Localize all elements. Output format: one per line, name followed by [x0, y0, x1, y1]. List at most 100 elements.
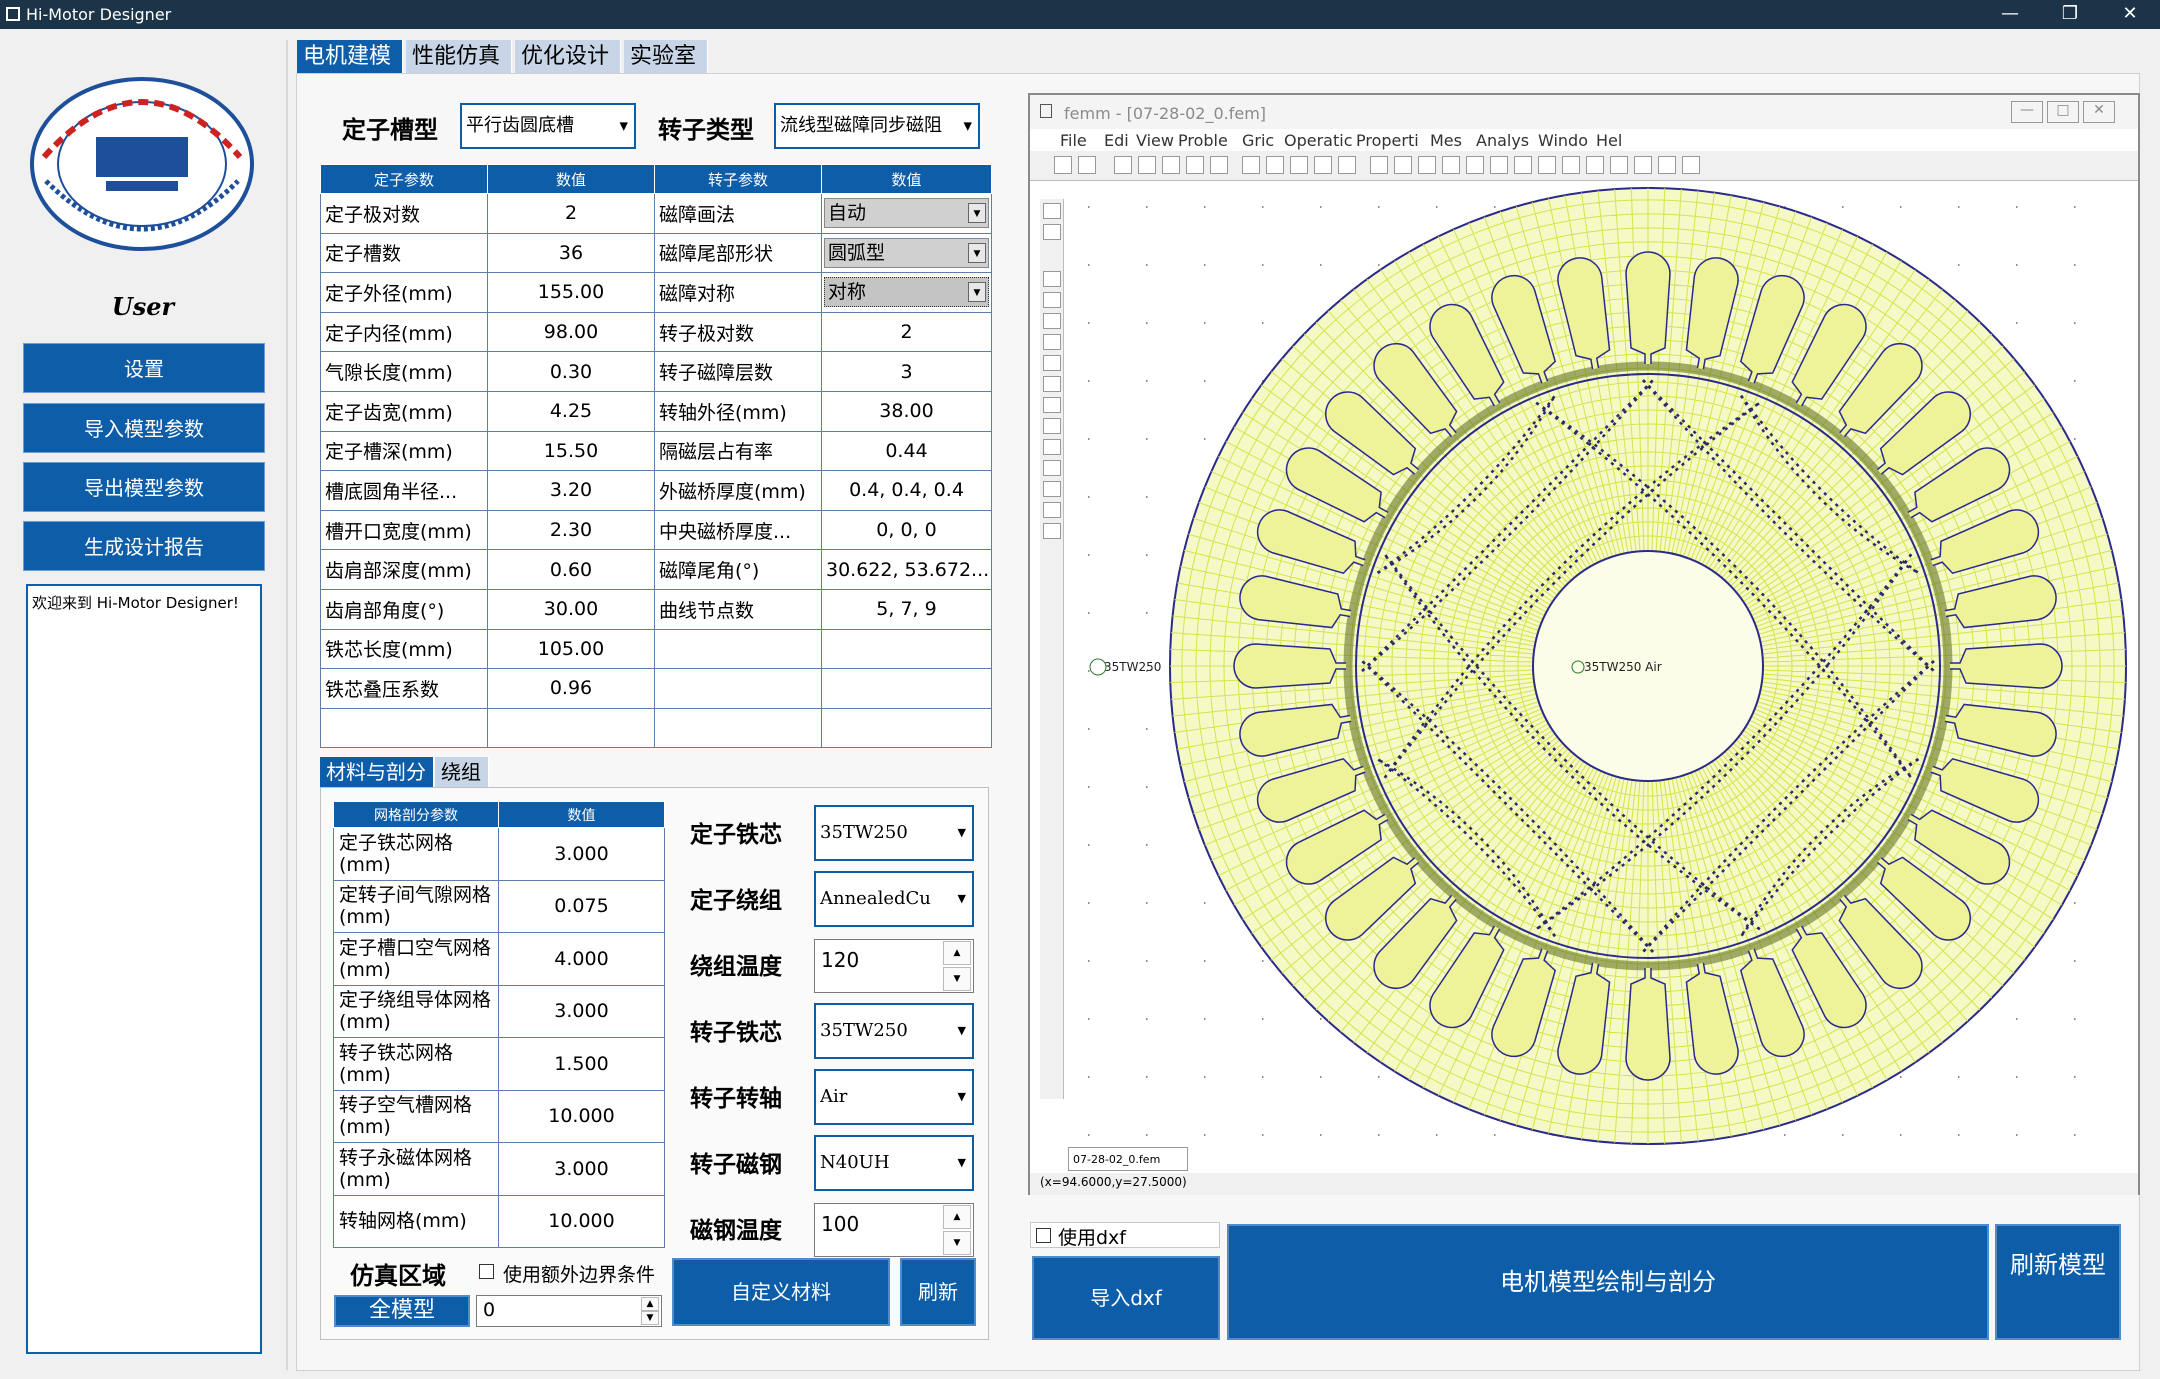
- femm-canvas[interactable]: 35TW250 35TW250 Air: [1068, 187, 2132, 1145]
- femm-tool-icon[interactable]: [1186, 156, 1204, 174]
- femm-tool-icon[interactable]: [1138, 156, 1156, 174]
- femm-tool-icon[interactable]: [1610, 156, 1628, 174]
- femm-side-tool-icon[interactable]: [1043, 502, 1061, 518]
- spin-up-icon[interactable]: ▲: [943, 941, 971, 965]
- femm-side-tool-icon[interactable]: [1043, 523, 1061, 539]
- femm-tool-icon[interactable]: [1658, 156, 1676, 174]
- draw-mesh-button[interactable]: 电机模型绘制与剖分: [1227, 1224, 1989, 1340]
- femm-side-tool-icon[interactable]: [1043, 203, 1061, 219]
- import-params-button[interactable]: 导入模型参数: [23, 403, 265, 453]
- femm-menu-item[interactable]: View: [1136, 131, 1174, 150]
- mesh-param-value[interactable]: 1.500: [498, 1037, 665, 1091]
- mesh-param-value[interactable]: 3.000: [498, 827, 665, 881]
- stator-param-value[interactable]: 2.30: [487, 509, 655, 551]
- tab-performance-sim[interactable]: 性能仿真: [406, 40, 512, 73]
- temperature-spinbox[interactable]: 100 ▲ ▼: [814, 1203, 974, 1257]
- export-params-button[interactable]: 导出模型参数: [23, 462, 265, 512]
- femm-maximize-button[interactable]: □: [2047, 101, 2079, 123]
- stator-param-value[interactable]: 0.60: [487, 549, 655, 590]
- femm-tool-icon[interactable]: [1538, 156, 1556, 174]
- femm-tool-icon[interactable]: [1514, 156, 1532, 174]
- rotor-param-value[interactable]: 5, 7, 9: [821, 588, 992, 630]
- rotor-param-value[interactable]: 自动 ▼: [821, 193, 992, 234]
- stator-param-value[interactable]: 0.30: [487, 351, 655, 392]
- rotor-param-value[interactable]: 0.4, 0.4, 0.4: [821, 470, 992, 511]
- stator-param-value[interactable]: 3.20: [487, 470, 655, 511]
- femm-side-tool-icon[interactable]: [1043, 481, 1061, 497]
- femm-tool-icon[interactable]: [1370, 156, 1388, 174]
- minimize-button[interactable]: —: [2001, 3, 2019, 24]
- femm-tool-icon[interactable]: [1634, 156, 1652, 174]
- femm-side-tool-icon[interactable]: [1043, 292, 1061, 308]
- rotor-param-value[interactable]: 圆弧型 ▼: [821, 232, 992, 274]
- mesh-param-value[interactable]: 0.075: [498, 879, 665, 933]
- generate-report-button[interactable]: 生成设计报告: [23, 521, 265, 571]
- femm-tool-icon[interactable]: [1290, 156, 1308, 174]
- stator-param-value[interactable]: 36: [487, 232, 655, 274]
- rotor-param-value[interactable]: [821, 668, 992, 709]
- tab-winding[interactable]: 绕组: [435, 757, 489, 787]
- femm-menu-item[interactable]: Operatic: [1284, 131, 1353, 150]
- femm-tool-icon[interactable]: [1682, 156, 1700, 174]
- spin-down-icon[interactable]: ▼: [943, 1231, 971, 1255]
- tab-lab[interactable]: 实验室: [624, 40, 708, 73]
- femm-menu-item[interactable]: Hel: [1596, 131, 1623, 150]
- tab-motor-modeling[interactable]: 电机建模: [297, 40, 403, 73]
- stator-param-value[interactable]: [487, 707, 655, 749]
- full-model-button[interactable]: 全模型: [334, 1295, 470, 1327]
- material-dropdown[interactable]: 35TW250 ▼: [814, 805, 974, 861]
- femm-tool-icon[interactable]: [1266, 156, 1284, 174]
- rotor-param-dropdown[interactable]: 对称 ▼: [824, 277, 989, 308]
- spin-up-icon[interactable]: ▲: [641, 1297, 659, 1311]
- spin-down-icon[interactable]: ▼: [943, 967, 971, 991]
- import-dxf-button[interactable]: 导入dxf: [1032, 1256, 1220, 1340]
- femm-tool-icon[interactable]: [1338, 156, 1356, 174]
- femm-minimize-button[interactable]: —: [2011, 101, 2043, 123]
- mesh-param-value[interactable]: 10.000: [498, 1089, 665, 1143]
- stator-param-value[interactable]: 4.25: [487, 390, 655, 432]
- mesh-param-value[interactable]: 3.000: [498, 1142, 665, 1196]
- rotor-param-dropdown[interactable]: 自动 ▼: [824, 198, 989, 229]
- femm-side-tool-icon[interactable]: [1043, 418, 1061, 434]
- spin-up-icon[interactable]: ▲: [943, 1205, 971, 1229]
- femm-tool-icon[interactable]: [1314, 156, 1332, 174]
- femm-close-button[interactable]: ✕: [2083, 101, 2115, 123]
- femm-tool-icon[interactable]: [1442, 156, 1460, 174]
- tab-material-mesh[interactable]: 材料与剖分: [320, 757, 434, 787]
- femm-tool-icon[interactable]: [1418, 156, 1436, 174]
- mesh-param-value[interactable]: 10.000: [498, 1194, 665, 1248]
- femm-menu-item[interactable]: Windo: [1538, 131, 1588, 150]
- rotor-param-value[interactable]: 对称 ▼: [821, 272, 992, 313]
- femm-tool-icon[interactable]: [1394, 156, 1412, 174]
- temperature-spinbox[interactable]: 120 ▲ ▼: [814, 939, 974, 993]
- rotor-param-value[interactable]: 0.44: [821, 430, 992, 472]
- femm-menu-item[interactable]: Mes: [1430, 131, 1462, 150]
- femm-tool-icon[interactable]: [1162, 156, 1180, 174]
- femm-side-tool-icon[interactable]: [1043, 439, 1061, 455]
- femm-side-tool-icon[interactable]: [1043, 271, 1061, 287]
- femm-tool-icon[interactable]: [1562, 156, 1580, 174]
- stator-param-value[interactable]: 30.00: [487, 588, 655, 630]
- stator-param-value[interactable]: 2: [487, 193, 655, 234]
- femm-side-tool-icon[interactable]: [1043, 313, 1061, 329]
- femm-tool-icon[interactable]: [1466, 156, 1484, 174]
- femm-side-tool-icon[interactable]: [1043, 376, 1061, 392]
- femm-side-tool-icon[interactable]: [1043, 397, 1061, 413]
- refresh-model-button[interactable]: 刷新模型: [1995, 1224, 2121, 1340]
- femm-tool-icon[interactable]: [1114, 156, 1132, 174]
- femm-tool-icon[interactable]: [1054, 156, 1072, 174]
- close-button[interactable]: ✕: [2122, 3, 2138, 24]
- use-dxf-checkbox[interactable]: [1036, 1228, 1051, 1243]
- femm-tool-icon[interactable]: [1078, 156, 1096, 174]
- rotor-param-value[interactable]: [821, 628, 992, 670]
- refresh-button[interactable]: 刷新: [900, 1258, 976, 1326]
- sim-region-spinbox[interactable]: 0 ▲ ▼: [476, 1295, 662, 1327]
- femm-menu-item[interactable]: Properti: [1356, 131, 1419, 150]
- material-dropdown[interactable]: Air ▼: [814, 1069, 974, 1125]
- stator-slot-dropdown[interactable]: 平行齿圆底槽 ▼: [460, 103, 636, 149]
- spin-down-icon[interactable]: ▼: [641, 1311, 659, 1325]
- message-box[interactable]: 欢迎来到 Hi-Motor Designer!: [26, 584, 262, 1354]
- femm-menu-item[interactable]: Analys: [1476, 131, 1530, 150]
- rotor-param-value[interactable]: [821, 707, 992, 749]
- rotor-param-value[interactable]: 0, 0, 0: [821, 509, 992, 551]
